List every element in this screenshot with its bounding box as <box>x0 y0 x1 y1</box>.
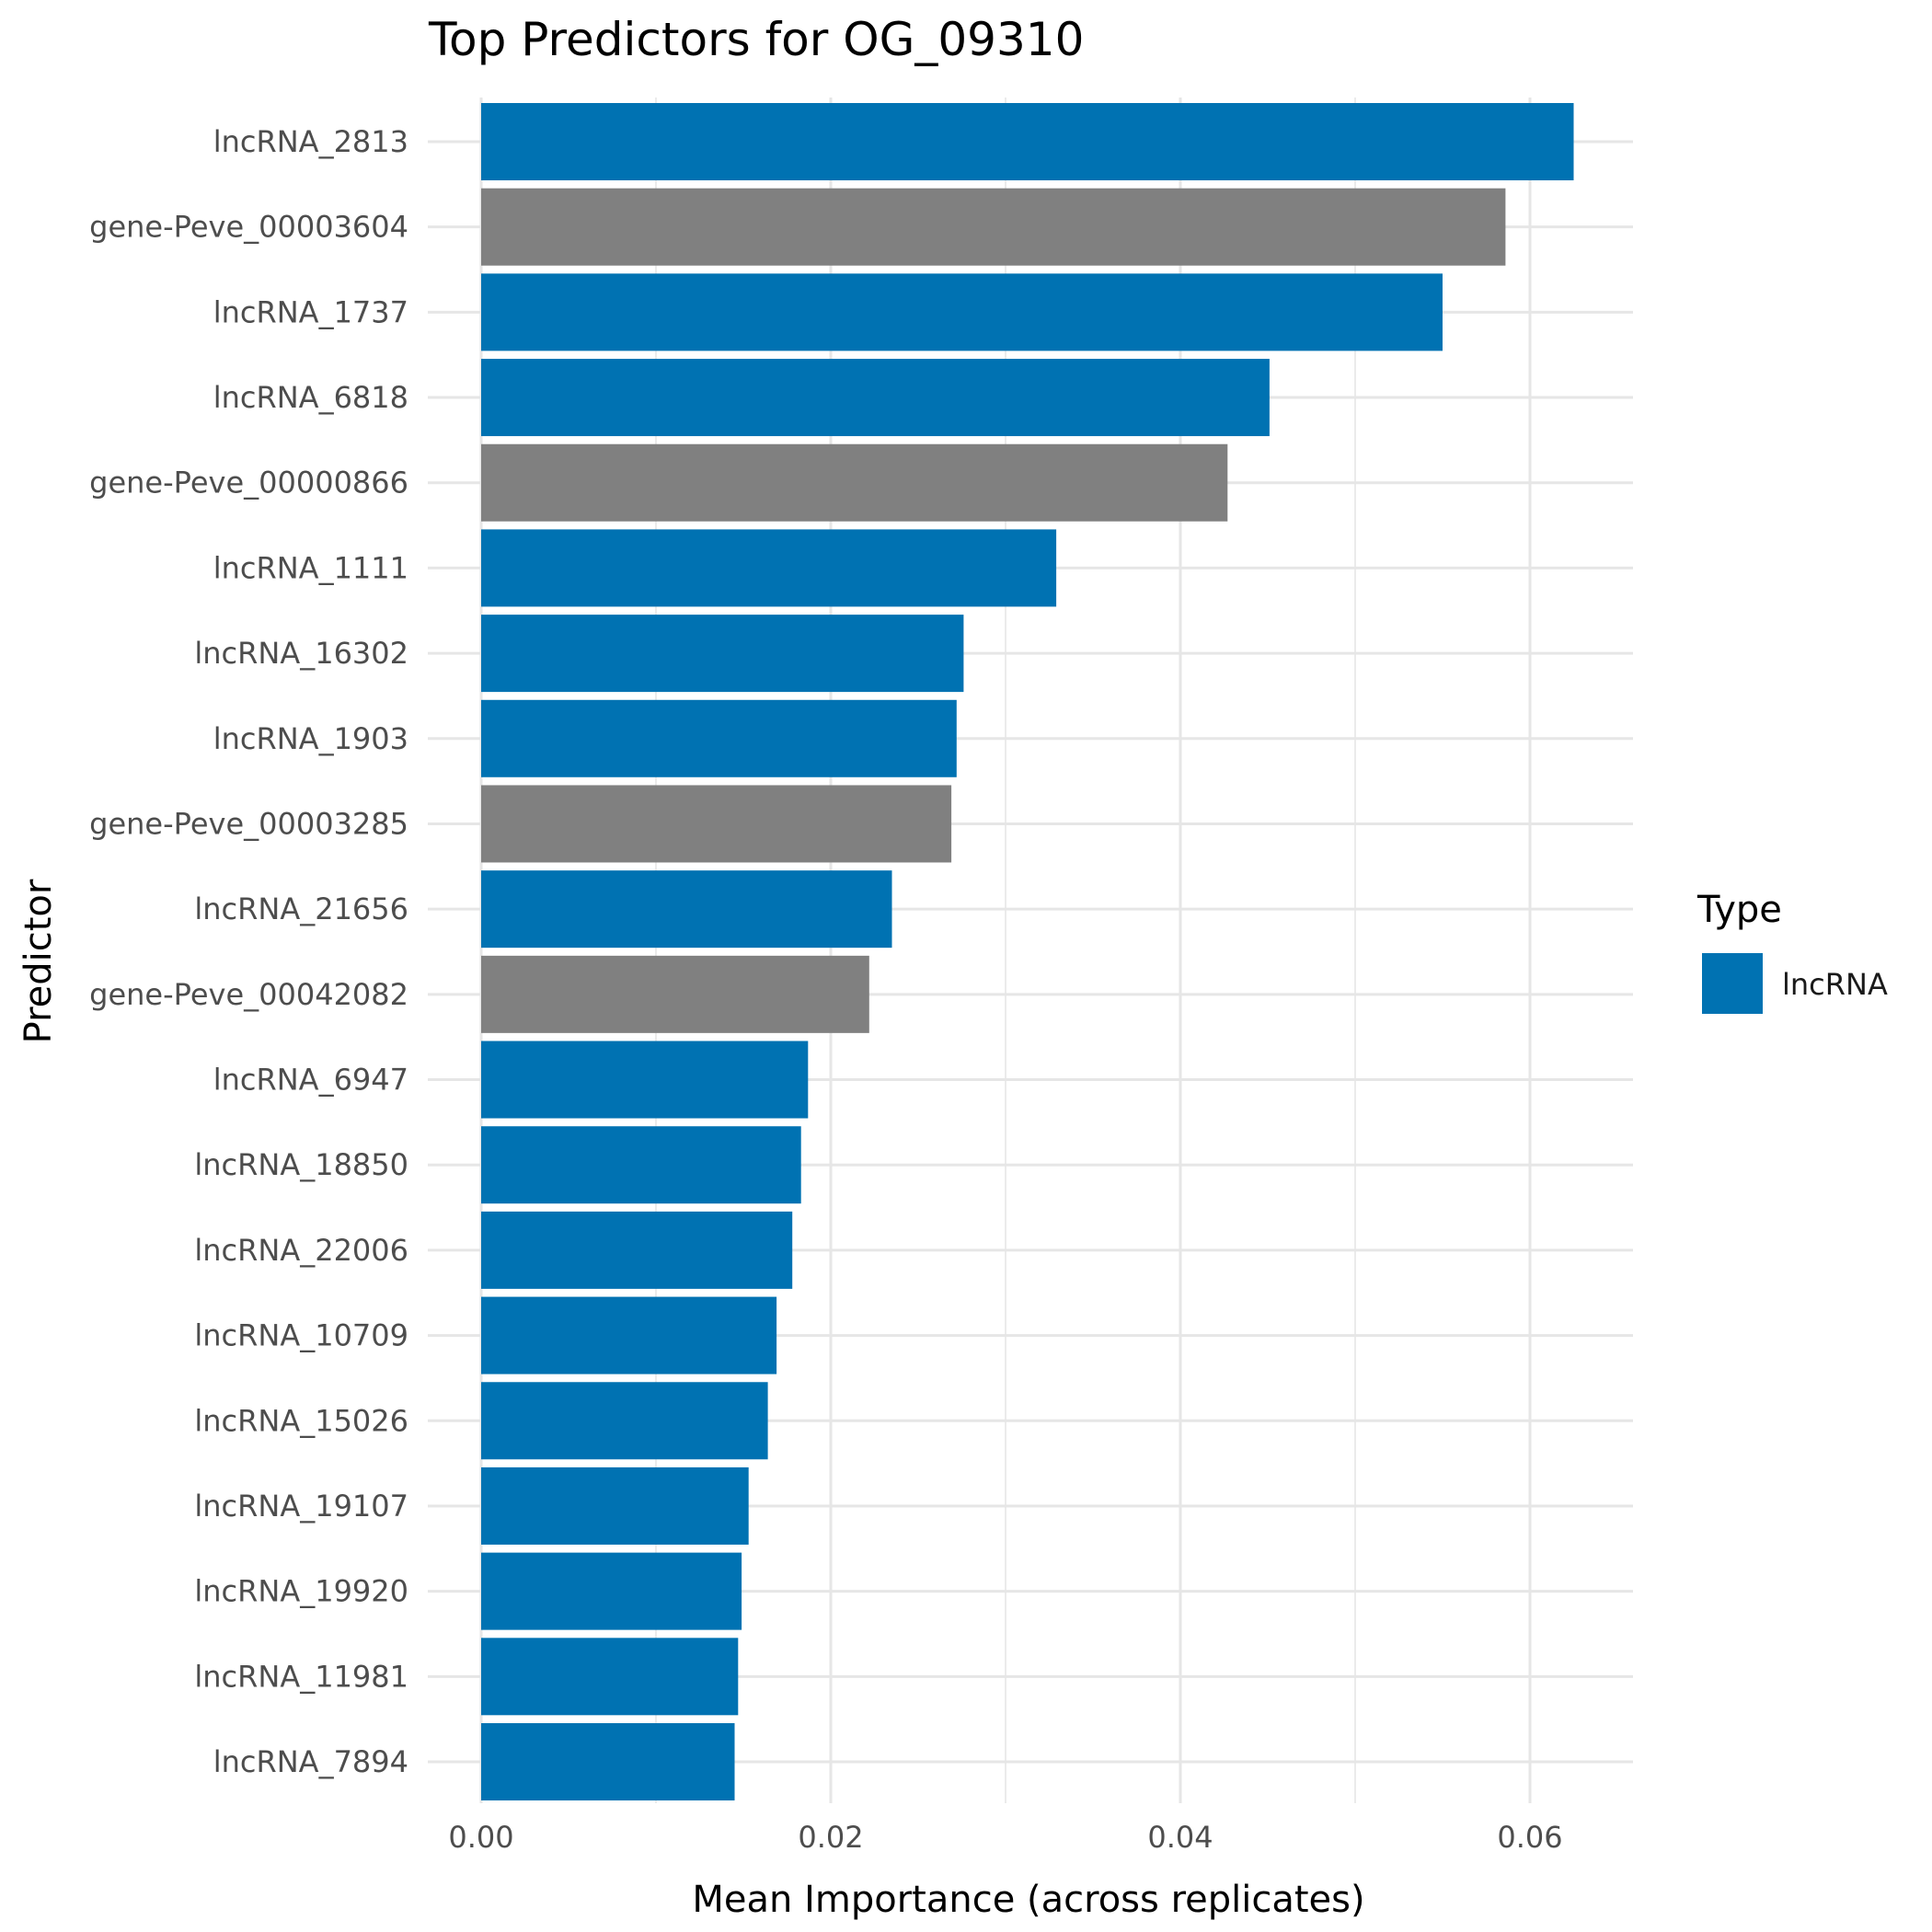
y-tick-label: lncRNA_16302 <box>194 636 408 671</box>
legend-swatch-lncrna <box>1702 953 1763 1014</box>
bar <box>481 529 1057 607</box>
y-tick-label: lncRNA_18850 <box>194 1147 408 1182</box>
x-tick-label: 0.02 <box>798 1820 863 1855</box>
bar <box>481 1126 801 1204</box>
bar <box>481 1638 739 1716</box>
bars <box>481 103 1574 1800</box>
legend-title: Type <box>1696 889 1782 931</box>
y-tick-label: gene-Peve_00003604 <box>89 210 408 245</box>
y-tick-label: lncRNA_1903 <box>213 721 408 756</box>
x-tick-label: 0.04 <box>1147 1820 1213 1855</box>
y-tick-labels: lncRNA_2813 gene-Peve_00003604 lncRNA_1737… <box>89 124 408 1779</box>
bar <box>481 359 1270 437</box>
y-tick-label: lncRNA_6947 <box>213 1063 408 1098</box>
y-tick-label: lncRNA_15026 <box>194 1403 408 1438</box>
bar <box>481 443 1228 522</box>
y-tick-label: gene-Peve_00003285 <box>89 806 408 841</box>
bar <box>481 1382 768 1460</box>
bar <box>481 1723 735 1800</box>
y-tick-label: lncRNA_6818 <box>213 380 408 415</box>
y-tick-label: lncRNA_22006 <box>194 1233 408 1268</box>
x-tick-label: 0.06 <box>1497 1820 1562 1855</box>
bar <box>481 188 1506 266</box>
y-tick-label: lncRNA_1111 <box>213 550 408 585</box>
bar <box>481 785 952 863</box>
x-tick-labels: 0.00 0.02 0.04 0.06 <box>448 1820 1562 1855</box>
y-tick-label: gene-Peve_00042082 <box>89 977 408 1012</box>
legend: Type lncRNA <box>1696 889 1888 1014</box>
x-axis-title: Mean Importance (across replicates) <box>692 1879 1364 1921</box>
bar <box>481 103 1574 180</box>
y-tick-label: lncRNA_11981 <box>194 1659 408 1694</box>
y-tick-label: lncRNA_10709 <box>194 1318 408 1353</box>
bar <box>481 870 892 949</box>
grid-lines <box>428 98 1633 1803</box>
bar <box>481 1552 742 1630</box>
bar <box>481 615 964 693</box>
y-tick-label: lncRNA_19920 <box>194 1574 408 1609</box>
y-tick-label: lncRNA_1737 <box>213 294 408 329</box>
bar <box>481 1466 749 1545</box>
y-axis-title: Predictor <box>17 879 60 1043</box>
bar <box>481 1211 793 1289</box>
y-tick-label: lncRNA_21656 <box>194 891 408 926</box>
legend-label-lncrna: lncRNA <box>1782 967 1888 1002</box>
x-tick-label: 0.00 <box>448 1820 513 1855</box>
chart-title: Top Predictors for OG_09310 <box>428 13 1084 66</box>
y-tick-label: lncRNA_7894 <box>213 1744 408 1779</box>
bar <box>481 699 957 777</box>
y-tick-label: lncRNA_19107 <box>194 1489 408 1524</box>
y-tick-label: gene-Peve_00000866 <box>89 466 408 500</box>
bar <box>481 1041 809 1119</box>
y-tick-label: lncRNA_2813 <box>213 124 408 159</box>
bar <box>481 1296 777 1374</box>
bar <box>481 273 1443 351</box>
bar <box>481 955 869 1033</box>
